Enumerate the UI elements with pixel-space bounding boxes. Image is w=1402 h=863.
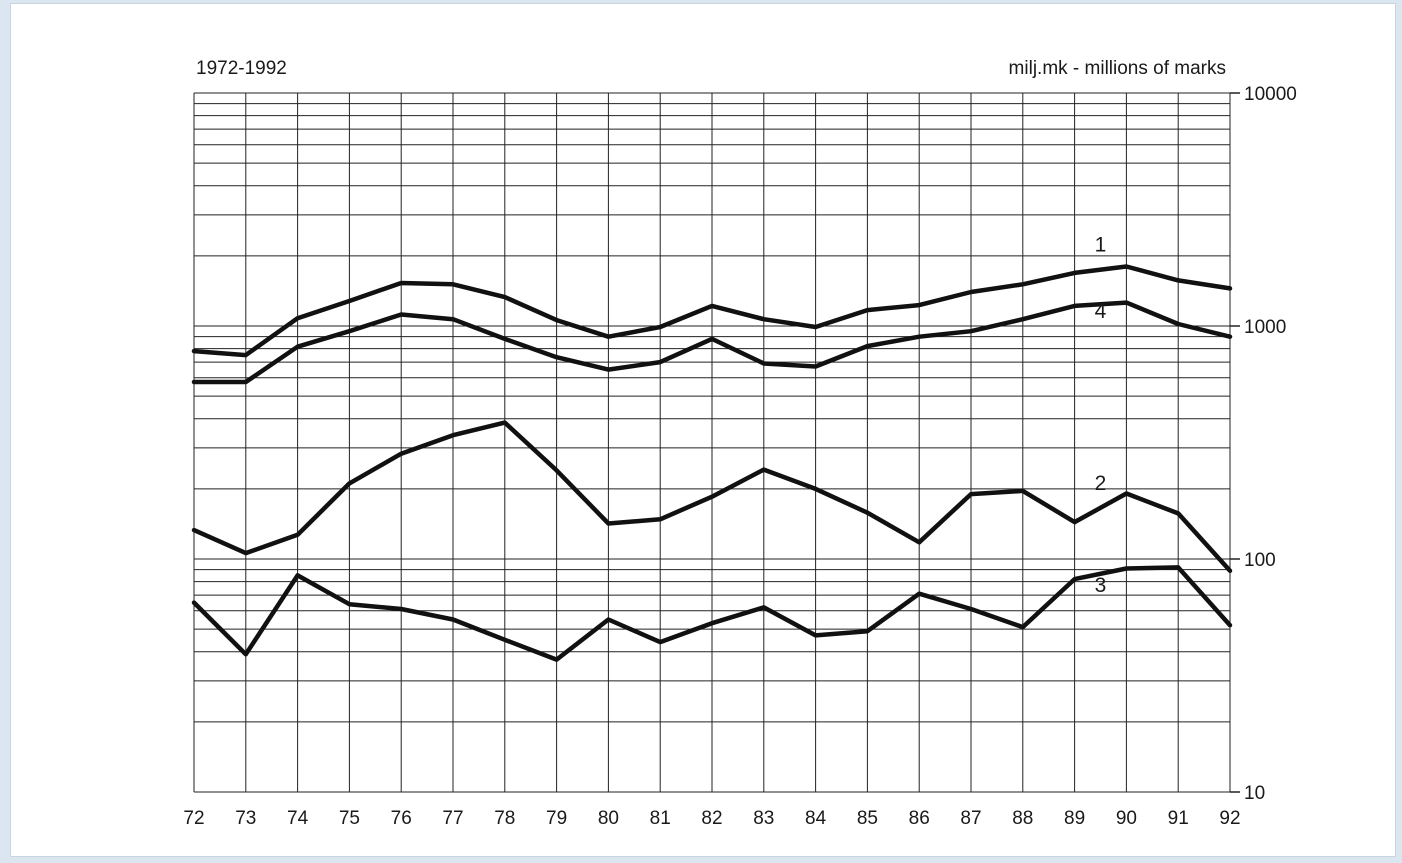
x-tick-label: 76: [391, 808, 412, 829]
x-tick-label: 92: [1219, 808, 1240, 829]
series-label-1: 1: [1095, 234, 1107, 257]
x-tick-label: 83: [753, 808, 774, 829]
series-line-1: [191, 264, 1233, 358]
x-tick-label: 78: [494, 808, 515, 829]
x-tick-label: 81: [650, 808, 671, 829]
x-tick-label: 82: [701, 808, 722, 829]
series-lines: [191, 264, 1233, 662]
x-tick-label: 73: [235, 808, 256, 829]
x-tick-label: 88: [1012, 808, 1033, 829]
series-line-2: [191, 420, 1233, 574]
y-tick-label: 1000: [1244, 317, 1286, 338]
x-tick-label: 86: [909, 808, 930, 829]
chart-frame: [10, 3, 1396, 857]
series-line-3: [191, 565, 1233, 662]
x-tick-label: 85: [857, 808, 878, 829]
chart-grid: [193, 92, 1231, 793]
x-tick-label: 84: [805, 808, 827, 829]
series-line-4: [191, 300, 1233, 385]
series-label-3: 3: [1095, 574, 1107, 597]
series-label-2: 2: [1095, 472, 1107, 495]
x-tick-label: 75: [339, 808, 360, 829]
x-tick-label: 72: [183, 808, 204, 829]
series-labels: 1 4 2 3: [1095, 234, 1107, 597]
x-tick-label: 77: [442, 808, 463, 829]
y-tick-label: 10000: [1244, 84, 1297, 105]
period-label: 1972-1992: [196, 58, 287, 79]
y-axis-ticks: 10 100 1000 10000: [1230, 84, 1297, 804]
x-tick-label: 90: [1116, 808, 1137, 829]
x-tick-label: 79: [546, 808, 567, 829]
series-label-4: 4: [1095, 300, 1107, 323]
x-tick-label: 91: [1168, 808, 1189, 829]
y-tick-label: 10: [1244, 783, 1265, 804]
x-axis-ticks: 72 73 74 75 76 77 78 79 80 81 82 83 84 85 86 87 88 89 90 91…: [183, 808, 1240, 829]
y-tick-label: 100: [1244, 550, 1276, 571]
x-tick-label: 89: [1064, 808, 1085, 829]
x-tick-label: 87: [960, 808, 981, 829]
x-tick-label: 80: [598, 808, 619, 829]
x-tick-label: 74: [287, 808, 309, 829]
unit-label: milj.mk - millions of marks: [1008, 58, 1226, 79]
